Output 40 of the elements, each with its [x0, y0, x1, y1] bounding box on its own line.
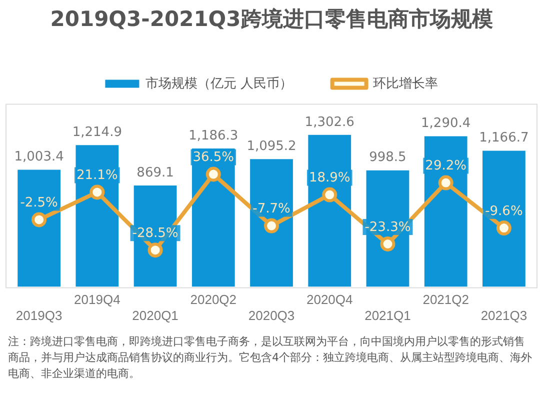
x-tick-label: 2020Q4 — [306, 292, 353, 308]
x-tick-label: 2021Q1 — [364, 308, 411, 323]
point — [380, 236, 396, 252]
data-label: 1,214.9 — [72, 124, 122, 140]
x-tick-label: 2020Q2 — [190, 292, 237, 308]
point — [90, 184, 105, 200]
x-tick-label: 2020Q3 — [248, 308, 295, 323]
legend-label: 环比增长率 — [372, 75, 438, 90]
legend-label: 市场规模（亿元 人民币） — [146, 75, 292, 90]
data-label: 1,166.7 — [479, 130, 529, 146]
point — [438, 175, 454, 190]
data-label: 869.1 — [136, 165, 174, 180]
point — [206, 166, 221, 182]
data-label: 18.9% — [308, 170, 350, 186]
point — [496, 220, 512, 236]
x-tick-label: 2021Q2 — [422, 292, 469, 308]
data-label: -2.5% — [20, 196, 58, 211]
text: 注：跨境进口零售电商，即跨境进口零售电子商务，是以互联网为平台，向中国境内用户以零售的形式销售商品，并与用户达成商品销售协议的商业行为。它包含4个部分：独立跨境电商、从属主站型跨境电商、海外电商、非企业渠道的电商。 — [8, 334, 533, 382]
data-label: 36.5% — [192, 150, 234, 166]
data-label: 29.2% — [425, 158, 466, 174]
data-label: -9.6% — [485, 204, 523, 219]
point — [32, 212, 47, 228]
data-label: 21.1% — [76, 168, 118, 184]
point — [322, 187, 338, 202]
x-tick-label: 2019Q4 — [74, 292, 120, 308]
point — [148, 242, 163, 258]
chart-title: 2019Q3-2021Q3跨境进口零售电商市场规模 — [50, 7, 493, 32]
data-label: -7.7% — [252, 202, 290, 217]
data-label: 1,186.3 — [188, 128, 238, 144]
data-label: 1,290.4 — [421, 116, 471, 132]
data-label: -28.5% — [132, 226, 178, 241]
data-label: -23.3% — [364, 220, 411, 235]
data-label: 1,302.6 — [304, 114, 354, 130]
data-label: 1,095.2 — [246, 138, 296, 154]
point — [264, 218, 279, 234]
x-tick-label: 2021Q3 — [480, 308, 528, 323]
data-label: 1,003.4 — [14, 150, 64, 165]
x-tick-label: 2020Q1 — [132, 308, 178, 323]
data-label: 998.5 — [369, 150, 406, 166]
x-tick-label: 2019Q3 — [16, 308, 62, 323]
